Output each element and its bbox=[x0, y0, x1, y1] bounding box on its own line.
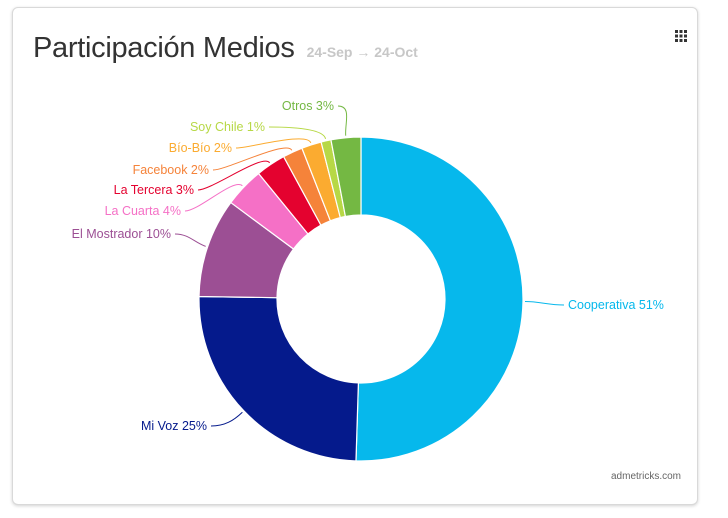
grid-icon[interactable] bbox=[675, 30, 687, 42]
slice-label: Otros 3% bbox=[282, 99, 334, 113]
slice-label: Mi Voz 25% bbox=[141, 419, 207, 433]
slice-connector bbox=[524, 301, 565, 306]
slice-label: Cooperativa 51% bbox=[568, 298, 664, 312]
chart-header: Participación Medios 24-Sep → 24-Oct bbox=[33, 32, 418, 65]
slice-connector bbox=[337, 105, 348, 136]
slice-mi[interactable] bbox=[198, 295, 360, 462]
slice-cooperativa[interactable] bbox=[355, 136, 524, 462]
slice-label: La Tercera 3% bbox=[114, 183, 194, 197]
slice-connector bbox=[184, 183, 243, 212]
slice-connector bbox=[235, 138, 312, 149]
slice-label: El Mostrador 10% bbox=[72, 227, 171, 241]
slice-label: Bío-Bío 2% bbox=[169, 141, 232, 155]
slice-connector bbox=[174, 233, 206, 247]
date-range: 24-Sep → 24-Oct bbox=[306, 44, 418, 60]
chart-title: Participación Medios bbox=[33, 32, 295, 64]
slice-connector bbox=[212, 147, 293, 171]
slice-otros[interactable] bbox=[330, 136, 362, 218]
slice-label: Soy Chile 1% bbox=[190, 120, 265, 134]
slice-connector bbox=[268, 126, 327, 140]
slice-connector bbox=[210, 411, 243, 427]
footer-credit: admetricks.com bbox=[610, 471, 681, 482]
slice-label: La Cuarta 4% bbox=[105, 204, 181, 218]
slice-connector bbox=[197, 160, 271, 191]
slice-label: Facebook 2% bbox=[133, 163, 209, 177]
